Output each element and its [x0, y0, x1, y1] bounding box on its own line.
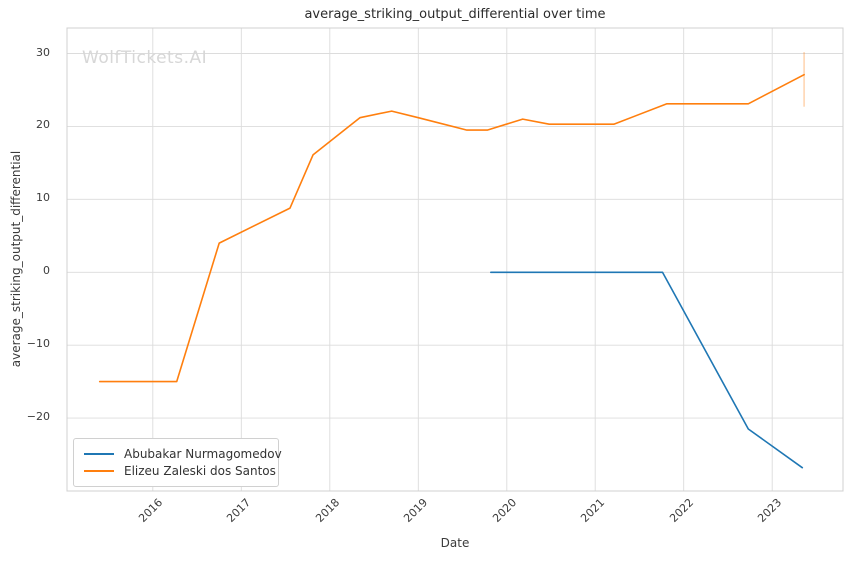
legend-line-swatch: [84, 452, 114, 455]
y-tick-label: 0: [43, 264, 50, 278]
y-tick-label: −10: [26, 337, 50, 351]
y-tick-label: 10: [36, 191, 50, 205]
y-axis-label: average_striking_output_differential: [9, 150, 23, 368]
legend-item-label: Elizeu Zaleski dos Santos: [124, 463, 276, 478]
legend: Abubakar Nurmagomedov Elizeu Zaleski dos…: [73, 438, 282, 487]
x-axis-label: Date: [440, 536, 470, 550]
legend-item: Abubakar Nurmagomedov: [84, 445, 282, 462]
y-tick-label: 30: [36, 45, 50, 59]
legend-line-swatch: [84, 469, 114, 472]
y-tick-label: −20: [26, 410, 50, 424]
legend-item-label: Abubakar Nurmagomedov: [124, 446, 282, 461]
y-tick-label: 20: [36, 118, 50, 132]
watermark: WolfTickets.AI: [82, 48, 208, 68]
chart-title: average_striking_output_differential ove…: [304, 7, 606, 22]
legend-item: Elizeu Zaleski dos Santos: [84, 462, 276, 479]
